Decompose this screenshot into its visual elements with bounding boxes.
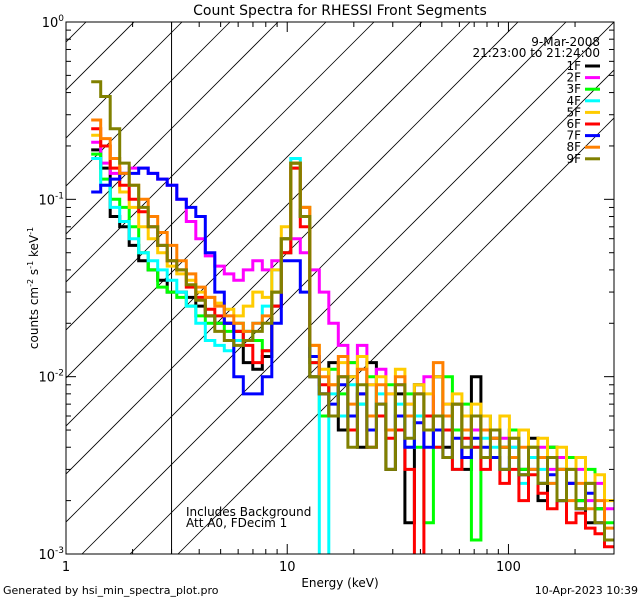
series-line-4f — [91, 157, 614, 554]
generator-note: Generated by hsi_min_spectra_plot.pro — [3, 584, 219, 597]
hatch-line — [66, 22, 375, 331]
legend-label: 2F — [566, 71, 581, 85]
date-label: 9-Mar-2008 — [531, 35, 600, 49]
time-range-label: 21:23:00 to 21:24:00 — [473, 46, 600, 60]
hatch-line — [66, 22, 327, 283]
hatch-line — [66, 22, 231, 187]
series-line-9f — [91, 80, 614, 542]
legend-label: 7F — [566, 129, 581, 143]
legend-label: 3F — [566, 82, 581, 96]
legend-label: 1F — [566, 59, 581, 73]
x-axis-label: Energy (keV) — [301, 576, 378, 590]
legend-label: 9F — [566, 152, 581, 166]
hatch-line — [81, 22, 614, 554]
plot-frame — [65, 21, 615, 555]
legend-label: 4F — [566, 94, 581, 108]
hatch-line — [66, 22, 279, 235]
x-tick-label: 10 — [279, 560, 296, 575]
series-group — [91, 80, 614, 554]
series-line-8f — [91, 118, 614, 530]
axis-ticks — [65, 21, 615, 555]
hatch-line — [66, 22, 519, 475]
timestamp: 10-Apr-2023 10:39 — [535, 584, 638, 597]
y-tick-labels: 100 10-1 10-2 10-3 — [38, 14, 64, 563]
y-tick-label: 10-3 — [38, 546, 64, 563]
x-tick-label: 1 — [62, 560, 70, 575]
legend-label: 8F — [566, 140, 581, 154]
chart-title: Count Spectra for RHESSI Front Segments — [193, 3, 487, 19]
x-tick-label: 100 — [496, 560, 521, 575]
hatch-line — [66, 22, 423, 379]
legend-label: 5F — [566, 105, 581, 119]
hatched-region — [66, 22, 614, 554]
y-axis-label: counts cm-2 s-1 keV-1 — [26, 227, 41, 349]
hatch-line — [129, 69, 614, 554]
series-line-5f — [91, 133, 614, 503]
hatch-line — [66, 22, 183, 139]
hatch-line — [177, 117, 614, 554]
y-tick-label: 10-2 — [38, 369, 64, 386]
y-tick-label: 100 — [42, 14, 65, 31]
legend-label: 6F — [566, 117, 581, 131]
background-note: Includes Background — [186, 505, 311, 519]
y-tick-label: 10-1 — [38, 191, 64, 208]
attenuator-note: Att A0, FDecim 1 — [186, 516, 287, 530]
x-tick-labels: 1 10 100 — [62, 560, 521, 575]
